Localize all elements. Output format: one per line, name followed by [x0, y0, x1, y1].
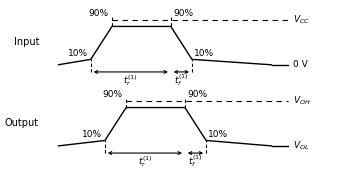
Text: 90%: 90%: [102, 90, 122, 100]
Text: Input: Input: [13, 37, 39, 47]
Text: $t_r^{(1)}$: $t_r^{(1)}$: [138, 154, 152, 169]
Text: 90%: 90%: [88, 9, 108, 18]
Text: 90%: 90%: [187, 90, 207, 100]
Text: 10%: 10%: [68, 49, 89, 58]
Text: $t_f^{(1)}$: $t_f^{(1)}$: [174, 73, 189, 88]
Text: $V_{OH}$: $V_{OH}$: [293, 94, 311, 107]
Text: 10%: 10%: [208, 130, 229, 139]
Text: $V_{OL}$: $V_{OL}$: [293, 140, 309, 152]
Text: 90%: 90%: [173, 9, 193, 18]
Text: $t_r^{(1)}$: $t_r^{(1)}$: [124, 73, 138, 88]
Text: Output: Output: [5, 118, 39, 128]
Text: 0 V: 0 V: [293, 60, 308, 69]
Text: $V_{CC}$: $V_{CC}$: [293, 13, 310, 26]
Text: $t_f^{(1)}$: $t_f^{(1)}$: [188, 154, 203, 169]
Text: 10%: 10%: [82, 130, 102, 139]
Text: 10%: 10%: [194, 49, 215, 58]
